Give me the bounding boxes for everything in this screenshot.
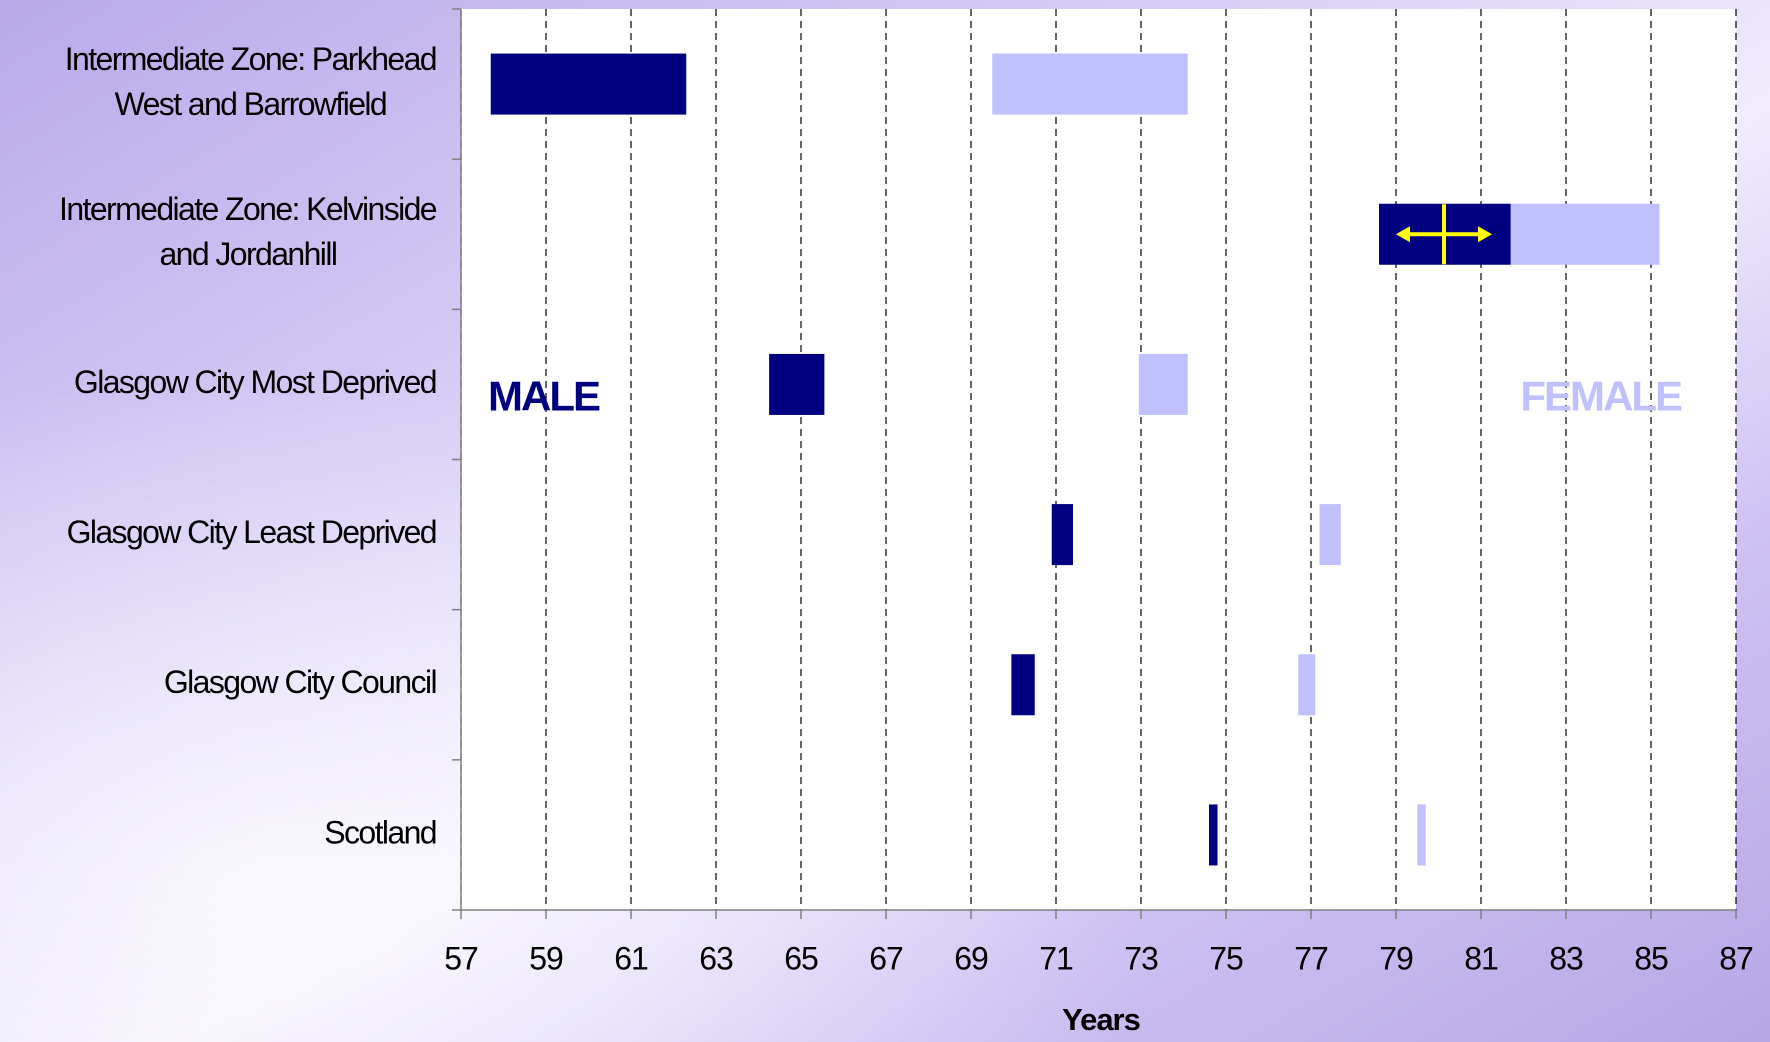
range-bar xyxy=(1051,504,1073,566)
x-tick-label: 85 xyxy=(1634,940,1668,976)
category-label: Glasgow City Most Deprived xyxy=(74,364,436,400)
marker-arrow-right xyxy=(1478,226,1492,243)
range-bar xyxy=(1319,504,1341,566)
x-tick-label: 87 xyxy=(1719,940,1753,976)
x-tick-label: 67 xyxy=(869,940,903,976)
x-tick-label: 71 xyxy=(1039,940,1073,976)
marker-arrow-left xyxy=(1396,226,1410,243)
category-label: Scotland xyxy=(324,814,436,850)
x-tick-label: 77 xyxy=(1294,940,1328,976)
series-label: FEMALE xyxy=(1520,373,1682,420)
range-bar xyxy=(1510,203,1660,265)
x-axis-title: Years xyxy=(1062,1002,1140,1037)
x-tick-label: 63 xyxy=(699,940,733,976)
category-label: and Jordanhill xyxy=(159,236,336,272)
category-label: Glasgow City Council xyxy=(164,664,436,700)
x-tick-label: 59 xyxy=(529,940,563,976)
x-tick-label: 69 xyxy=(954,940,988,976)
range-bar xyxy=(1298,654,1316,716)
x-tick-label: 81 xyxy=(1464,940,1498,976)
range-bar xyxy=(1011,654,1035,716)
range-bar xyxy=(1138,353,1188,415)
x-tick-label: 75 xyxy=(1209,940,1243,976)
category-label: Glasgow City Least Deprived xyxy=(67,514,436,550)
plot-area xyxy=(461,9,1736,910)
range-bar xyxy=(769,353,825,415)
x-tick-label: 83 xyxy=(1549,940,1583,976)
category-label: Intermediate Zone: Parkhead xyxy=(65,41,436,77)
category-label: West and Barrowfield xyxy=(115,86,387,122)
x-tick-label: 79 xyxy=(1379,940,1413,976)
x-tick-label: 61 xyxy=(614,940,648,976)
category-label: Intermediate Zone: Kelvinside xyxy=(59,191,437,227)
x-tick-label: 65 xyxy=(784,940,818,976)
series-label: MALE xyxy=(488,373,600,420)
range-bar xyxy=(992,53,1188,115)
range-bar xyxy=(1209,804,1218,866)
range-bar xyxy=(490,53,687,115)
x-tick-label: 57 xyxy=(444,940,478,976)
range-bar xyxy=(1417,804,1426,866)
x-tick-label: 73 xyxy=(1124,940,1158,976)
